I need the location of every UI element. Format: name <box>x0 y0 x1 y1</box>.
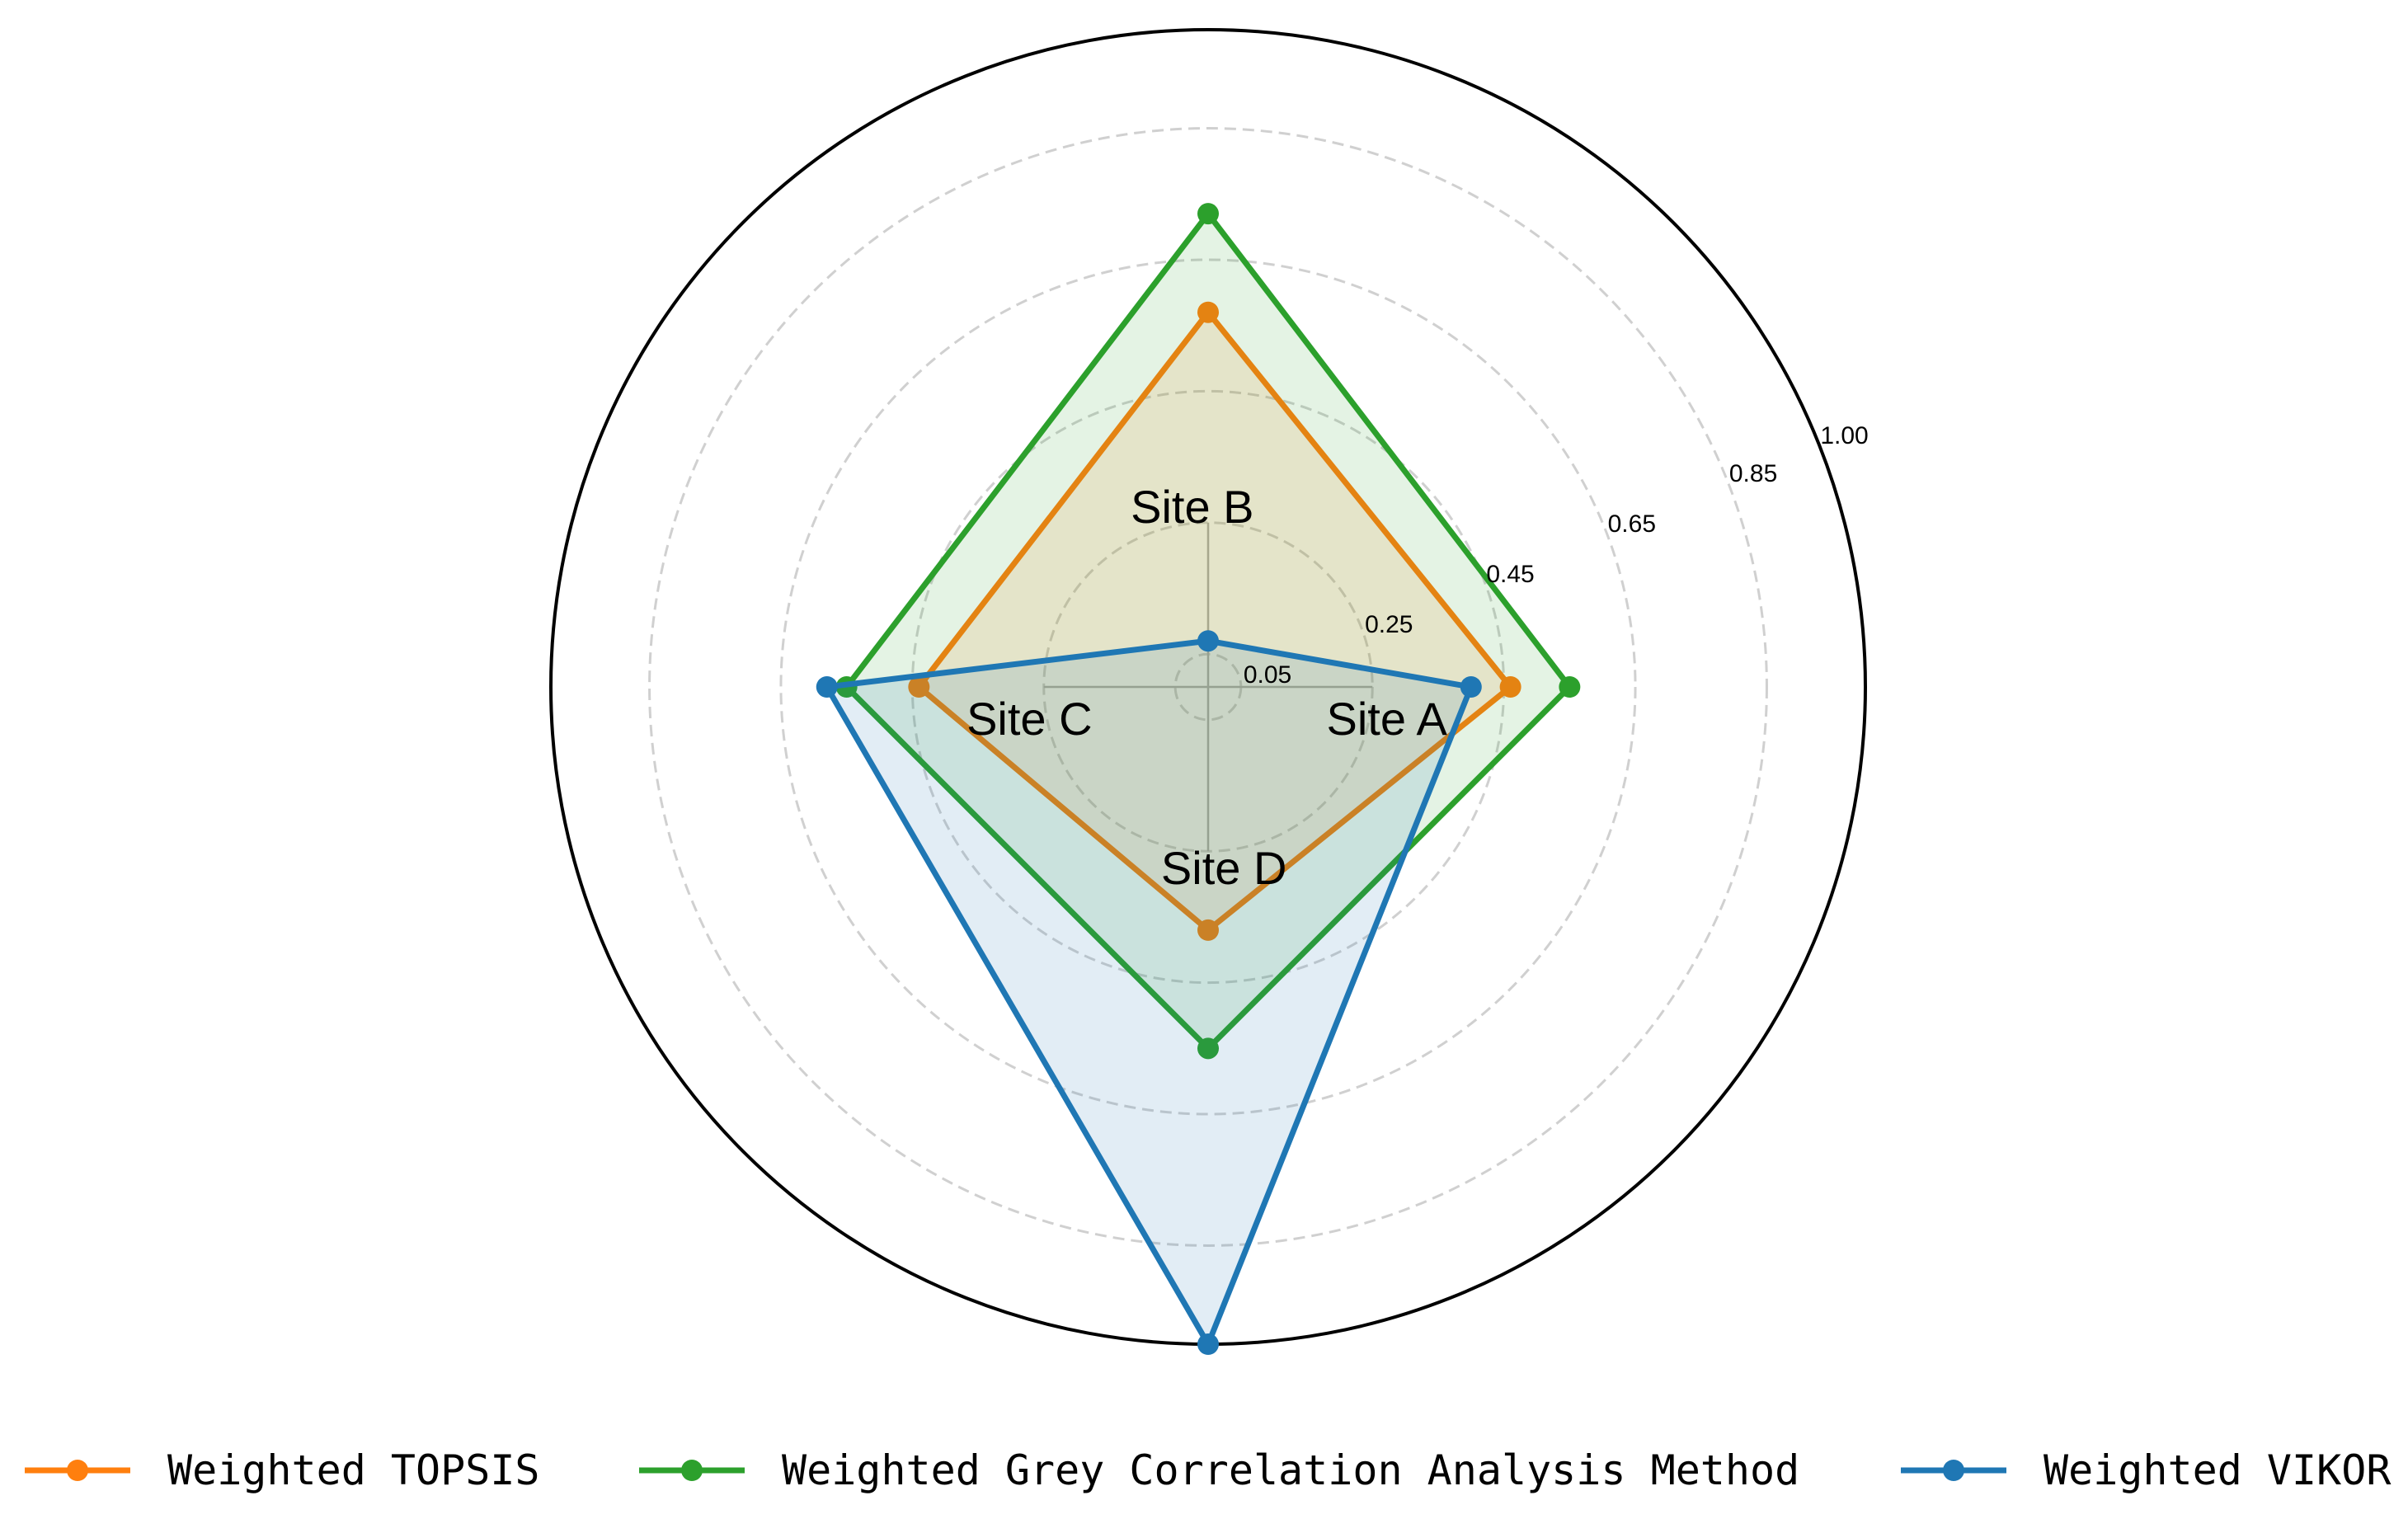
axis-label: Site C <box>966 693 1093 745</box>
legend: Weighted TOPSIS Weighted Grey Correlation… <box>25 1446 2392 1494</box>
data-point <box>1197 1333 1219 1355</box>
data-point <box>1559 676 1581 698</box>
legend-label: Weighted Grey Correlation Analysis Metho… <box>782 1446 1799 1494</box>
legend-marker <box>1943 1460 1964 1481</box>
legend-item: Weighted Grey Correlation Analysis Metho… <box>639 1446 1799 1494</box>
radial-tick-label: 0.05 <box>1244 661 1291 689</box>
data-point <box>1197 1037 1219 1060</box>
radial-tick-label: 0.65 <box>1608 510 1656 538</box>
data-point <box>1197 919 1219 941</box>
data-point <box>816 676 838 698</box>
data-point <box>1197 301 1219 323</box>
radial-tick-label: 0.45 <box>1486 561 1534 588</box>
data-point <box>908 676 930 698</box>
radial-tick-label: 0.25 <box>1365 611 1413 638</box>
data-point <box>1499 676 1521 698</box>
grid-circle <box>779 258 1637 1116</box>
series-area <box>919 312 1511 930</box>
axis-label: Site B <box>1131 481 1253 533</box>
legend-label: Weighted VIKOR <box>2044 1446 2392 1494</box>
series-0 <box>908 301 1521 941</box>
axis-label: Site A <box>1326 693 1447 745</box>
legend-item: Weighted VIKOR <box>1901 1446 2392 1494</box>
radial-tick-label: 0.85 <box>1729 460 1777 487</box>
legend-marker <box>681 1460 703 1481</box>
data-point <box>1197 203 1219 225</box>
grid-circle <box>648 127 1768 1247</box>
data-point <box>1460 676 1482 698</box>
legend-item: Weighted TOPSIS <box>25 1446 540 1494</box>
data-point <box>1197 630 1219 652</box>
series-2 <box>816 630 1482 1355</box>
axis-label: Site D <box>1161 842 1287 894</box>
legend-marker <box>67 1460 88 1481</box>
series-layer <box>816 203 1581 1355</box>
legend-label: Weighted TOPSIS <box>167 1446 540 1494</box>
radial-tick-label: 1.00 <box>1820 422 1868 449</box>
label-layer: 0.05 0.25 0.45 0.65 0.85 1.00 Site A Site B Site… <box>966 422 1869 894</box>
series-area <box>826 641 1471 1344</box>
